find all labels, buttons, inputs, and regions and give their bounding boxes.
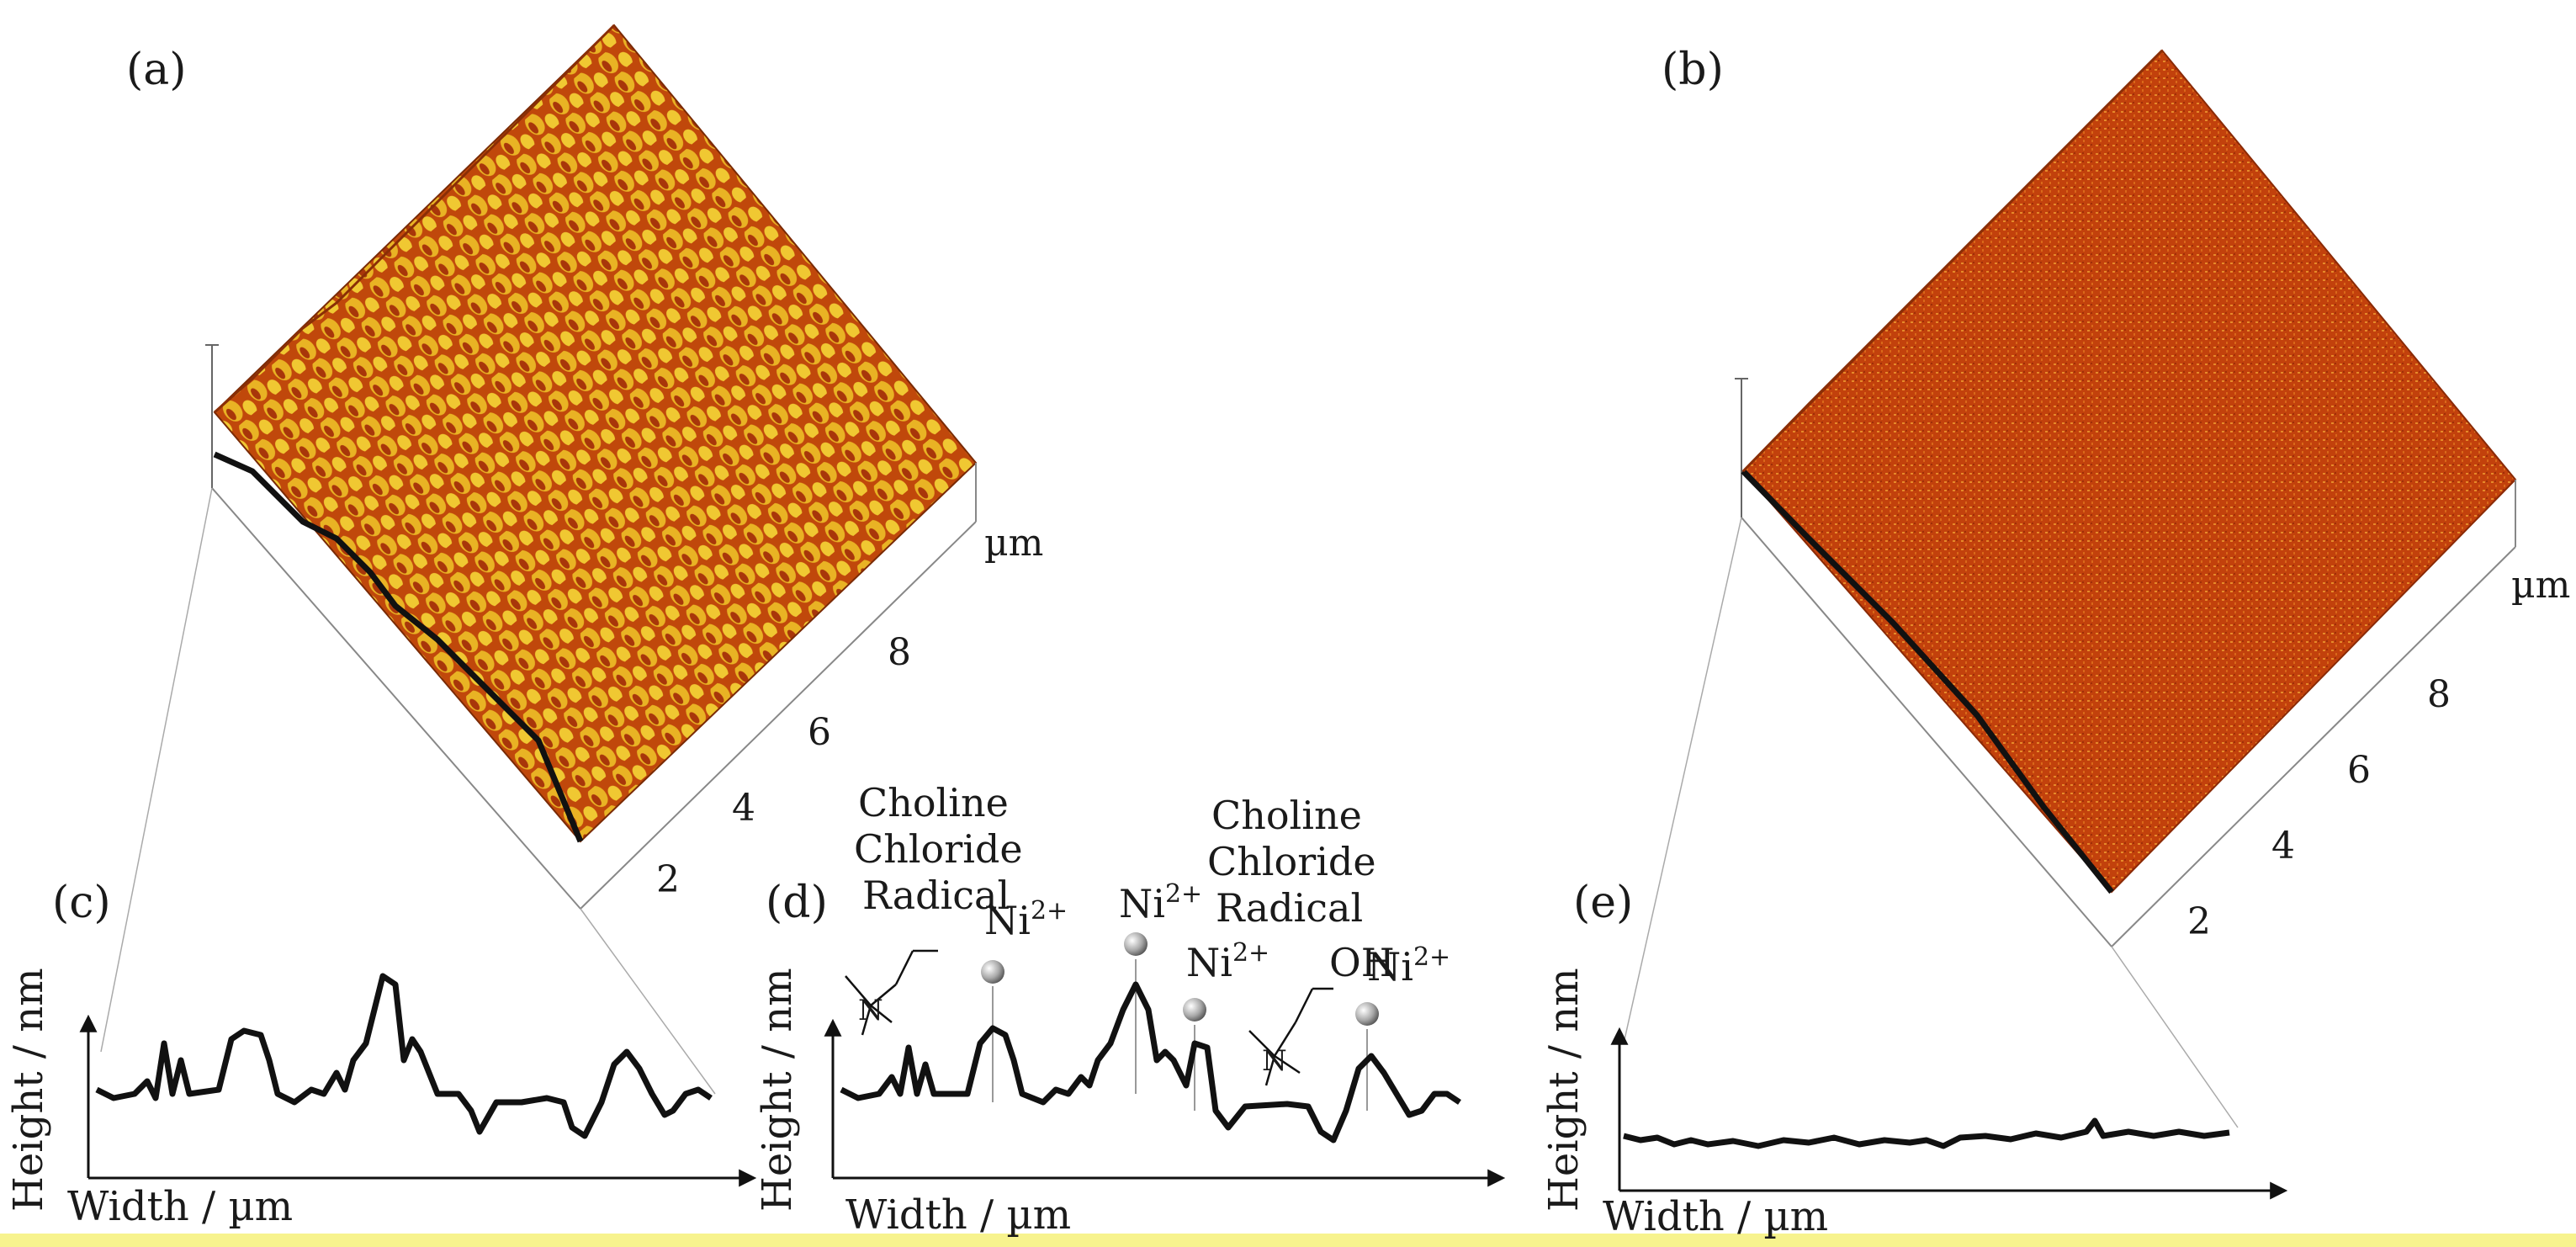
panel-d-annotation-right-2: Chloride xyxy=(1207,839,1376,884)
panel-a-tick-4: 4 xyxy=(732,787,755,830)
panel-d-annotation-left-1: Choline xyxy=(858,780,1009,825)
ni-ion-3: Ni2+ xyxy=(1183,938,1269,1111)
panel-b-tick-6: 6 xyxy=(2347,749,2371,792)
panel-e-xlabel: Width / µm xyxy=(1603,1193,1828,1240)
panel-b-unit: µm xyxy=(2511,564,2570,607)
panel-b-surface-edge xyxy=(1741,469,2114,894)
panel-c-xlabel: Width / µm xyxy=(67,1183,293,1230)
panel-a-tick-2: 2 xyxy=(656,858,680,901)
panel-b-base-left xyxy=(1741,517,2112,947)
panel-e-label: (e) xyxy=(1573,878,1633,928)
panel-c-label: (c) xyxy=(52,878,111,928)
panel-a-afm-surface xyxy=(213,24,978,843)
svg-text:Ni2+: Ni2+ xyxy=(1367,942,1450,990)
panel-c-ylabel: Height / nm xyxy=(5,968,52,1212)
panel-c: (c) Height / nm Width / µm xyxy=(5,878,757,1230)
panel-b: (b) 2 4 6 8 µm xyxy=(1623,45,2570,1128)
panel-a-surface-edge xyxy=(213,451,584,843)
panel-d-label: (d) xyxy=(766,878,828,928)
panel-b-afm-surface xyxy=(1741,49,2517,894)
svg-text:N: N xyxy=(858,994,883,1027)
panel-d-ylabel: Height / nm xyxy=(754,968,801,1212)
choline-structure-left xyxy=(845,949,938,1036)
panel-e-ylabel: Height / nm xyxy=(1540,968,1587,1212)
panel-e-profile xyxy=(1623,1117,2230,1149)
choline-structure-right xyxy=(1248,987,1333,1086)
svg-text:Ni2+: Ni2+ xyxy=(984,896,1068,943)
panel-d-xlabel: Width / µm xyxy=(845,1191,1071,1239)
ni-ion-4: Ni2+ xyxy=(1355,942,1450,1111)
svg-text:Ni2+: Ni2+ xyxy=(1186,938,1269,985)
panel-d: (d) Height / nm Width / µm Choline Chlor… xyxy=(754,780,1506,1239)
panel-c-profile xyxy=(95,973,713,1139)
panel-d-annotation-left-3: Radical xyxy=(862,873,1010,918)
panel-b-tick-2: 2 xyxy=(2187,900,2211,943)
panel-a-tick-6: 6 xyxy=(808,711,831,754)
panel-d-annotation-left-2: Chloride xyxy=(854,826,1023,872)
ni-ion-2: Ni2+ xyxy=(1119,879,1202,1094)
panel-d-annotation-right-1: Choline xyxy=(1211,793,1362,838)
panel-a-unit: µm xyxy=(984,522,1043,565)
panel-e: (e) Height / nm Width / µm xyxy=(1540,878,2288,1240)
panel-b-tick-8: 8 xyxy=(2427,673,2451,716)
svg-text:Ni2+: Ni2+ xyxy=(1119,879,1202,926)
panel-b-base-right xyxy=(2111,546,2516,947)
panel-a-base-left xyxy=(211,487,581,910)
panel-a-label: (a) xyxy=(126,45,187,95)
ni-ion-1: Ni2+ xyxy=(981,896,1068,1102)
panel-b-tick-4: 4 xyxy=(2271,825,2295,868)
panel-a-base-right xyxy=(580,521,977,910)
border-highlight xyxy=(0,1234,2576,1247)
svg-text:N: N xyxy=(1262,1044,1287,1078)
panel-d-profile xyxy=(840,981,1461,1144)
panel-d-annotation-right-3: Radical xyxy=(1216,885,1363,931)
panel-b-label: (b) xyxy=(1662,45,1724,95)
panel-a: (a) 2 4 6 8 µm xyxy=(100,24,1043,1095)
panel-d-oh-label: OH xyxy=(1329,940,1395,985)
panel-a-tick-8: 8 xyxy=(888,631,911,674)
